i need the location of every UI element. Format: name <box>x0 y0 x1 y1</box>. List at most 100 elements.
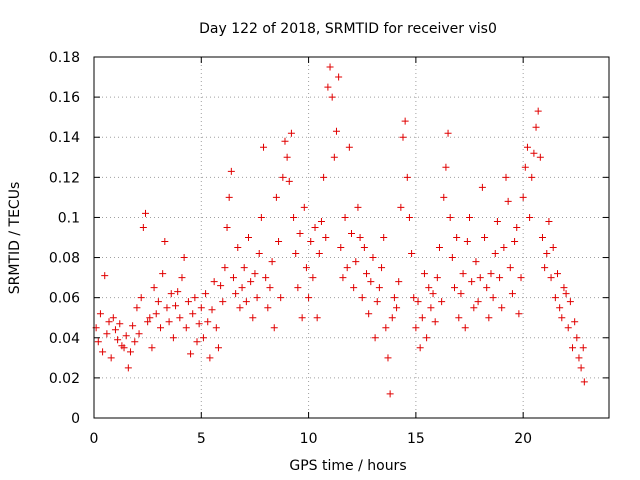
data-point <box>528 173 536 181</box>
data-point <box>105 318 113 326</box>
data-point <box>453 234 461 241</box>
data-point <box>150 284 158 292</box>
data-point <box>242 298 250 306</box>
data-point <box>109 314 117 322</box>
data-point <box>365 310 373 318</box>
data-point <box>116 320 124 328</box>
axis-ticks <box>93 56 609 419</box>
data-point <box>461 324 469 332</box>
data-point <box>111 326 119 334</box>
data-point <box>350 284 358 292</box>
y-axis-label: SRMTID / TECUs <box>7 182 23 295</box>
data-point <box>322 234 330 241</box>
data-point <box>468 278 476 286</box>
data-point <box>466 213 474 221</box>
data-point <box>103 330 111 338</box>
data-point <box>491 250 499 258</box>
data-point <box>543 250 551 258</box>
x-tick-label: 5 <box>197 431 206 447</box>
data-point <box>455 314 463 322</box>
data-point <box>345 143 353 151</box>
data-point <box>227 167 235 175</box>
data-point <box>298 314 306 322</box>
data-point <box>403 173 411 181</box>
data-point <box>245 234 252 241</box>
data-point <box>163 304 171 312</box>
data-point <box>401 117 409 125</box>
data-point <box>579 344 587 352</box>
data-point <box>187 350 195 358</box>
data-point <box>300 203 308 211</box>
data-point <box>275 238 283 246</box>
data-point <box>270 324 278 332</box>
data-point <box>367 278 375 286</box>
data-point <box>131 338 139 346</box>
data-point <box>571 318 579 326</box>
data-point <box>285 177 293 185</box>
data-point <box>390 294 398 302</box>
data-point <box>142 209 149 217</box>
data-point <box>287 129 295 137</box>
data-point <box>247 278 255 286</box>
data-point <box>206 354 214 362</box>
data-point <box>197 304 205 312</box>
data-point <box>382 324 390 332</box>
data-point <box>577 364 585 372</box>
data-point <box>305 294 313 302</box>
data-point <box>534 107 542 115</box>
data-point <box>195 320 203 328</box>
data-point <box>448 254 456 262</box>
data-point <box>219 298 227 306</box>
data-point <box>264 304 272 312</box>
data-point <box>199 334 207 342</box>
data-point <box>176 314 184 322</box>
data-point <box>255 250 263 258</box>
data-point <box>326 63 334 71</box>
y-tick-label: 0 <box>71 411 80 427</box>
data-point <box>159 270 167 278</box>
grid <box>94 57 609 418</box>
data-point <box>214 344 222 352</box>
data-point <box>313 314 321 322</box>
data-point <box>257 213 265 221</box>
data-point <box>489 294 497 302</box>
data-point <box>292 250 300 258</box>
y-tick-label: 0.12 <box>49 170 80 186</box>
data-point <box>294 284 302 292</box>
data-point <box>184 298 192 306</box>
y-tick-label: 0.16 <box>49 90 80 106</box>
data-point <box>283 153 291 161</box>
data-point <box>496 274 504 282</box>
data-point <box>335 73 343 81</box>
data-point <box>532 123 540 131</box>
plot-frame <box>93 56 610 419</box>
data-point <box>474 298 482 306</box>
data-point <box>425 284 433 292</box>
data-point <box>279 173 287 181</box>
data-point <box>545 217 553 225</box>
data-point <box>114 336 122 344</box>
y-tick-label: 0.02 <box>49 371 80 387</box>
data-point <box>431 318 439 326</box>
data-point <box>262 274 270 282</box>
data-point <box>556 304 564 312</box>
data-point <box>302 264 310 272</box>
data-point <box>260 143 268 151</box>
data-point <box>324 83 332 91</box>
data-point <box>126 348 134 356</box>
data-point <box>178 274 186 282</box>
data-point <box>317 217 325 225</box>
data-point <box>311 223 319 231</box>
data-point <box>410 294 418 302</box>
x-axis-label: GPS time / hours <box>289 458 406 474</box>
data-point <box>315 250 323 258</box>
data-point <box>268 258 276 266</box>
data-point <box>161 238 169 246</box>
data-points <box>92 63 588 398</box>
data-point <box>408 250 416 258</box>
data-point <box>101 272 109 280</box>
data-point <box>397 203 405 211</box>
data-point <box>330 153 338 161</box>
x-tick-label: 10 <box>300 431 318 447</box>
data-point <box>363 270 371 278</box>
